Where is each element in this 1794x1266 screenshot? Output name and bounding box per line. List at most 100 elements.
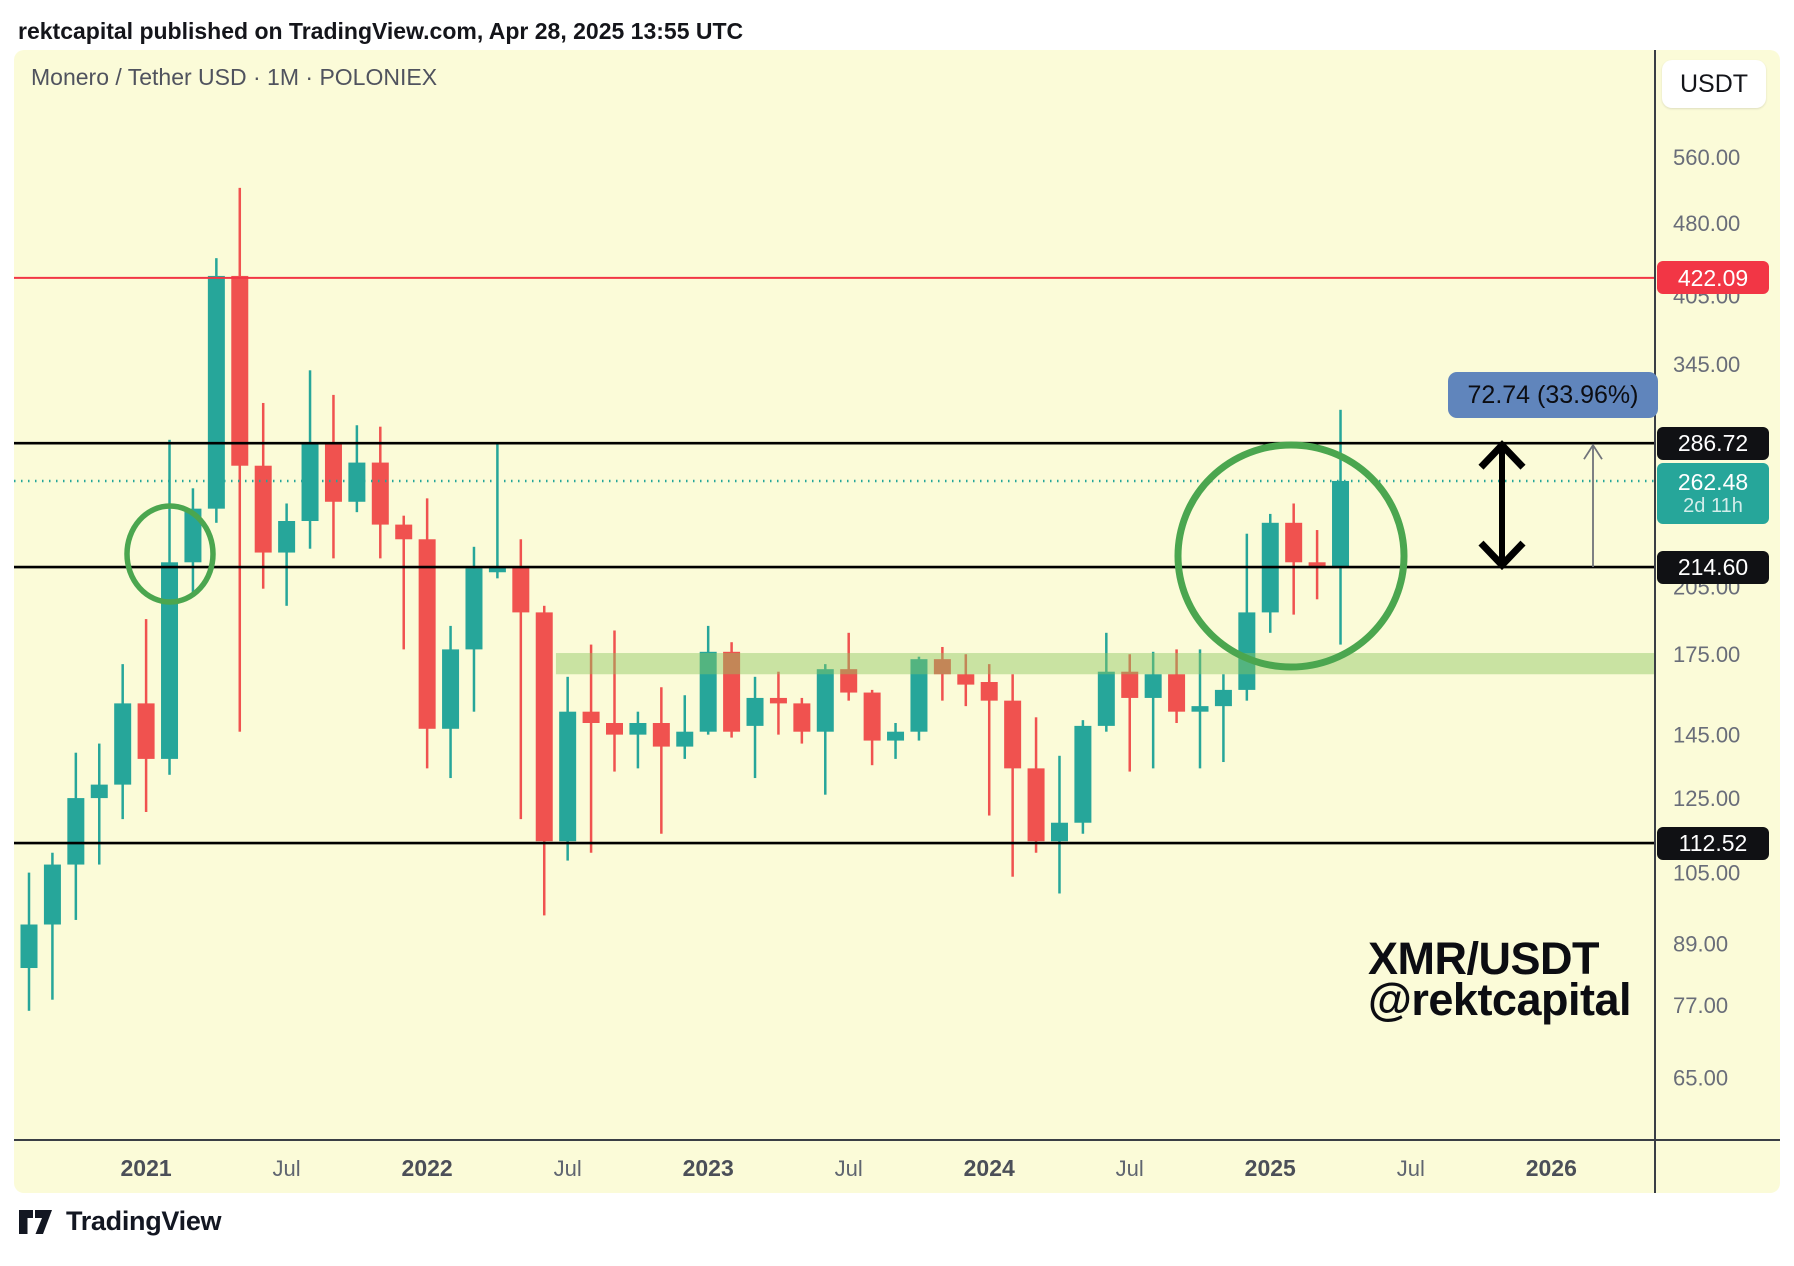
candle-wick-2022-11 [660, 687, 663, 834]
candle-body-2021-09 [324, 442, 342, 502]
candle-body-2024-11 [1214, 689, 1232, 707]
candle-body-2020-08 [20, 924, 38, 969]
candle-body-2023-08 [863, 692, 881, 741]
chart-card[interactable]: 560.00 480.00 405.00 345.00 205.00 175.00 145.… [14, 50, 1780, 1193]
candle-body-2023-04 [769, 697, 787, 704]
candle-wick-2022-08 [589, 644, 593, 853]
price-tick-560.00[interactable]: 560.00 [1673, 145, 1740, 170]
price-tick-77.00[interactable]: 77.00 [1673, 993, 1728, 1018]
tradingview-logo-icon [19, 1209, 52, 1234]
thin-arrowhead-up [1583, 443, 1603, 460]
price-badge-112.52: 112.52 [1657, 826, 1769, 860]
candle-body-2023-03 [746, 697, 764, 726]
time-tick-2024-41[interactable]: 2024 [964, 1155, 1015, 1181]
candle-body-2023-12 [957, 674, 975, 685]
left-entry-circle [124, 503, 216, 605]
candle-body-2023-06 [816, 669, 834, 732]
price-tick-125.00[interactable]: 125.00 [1673, 786, 1740, 811]
candle-wick-2020-09 [51, 852, 54, 1000]
candle-body-2022-03 [465, 568, 483, 650]
candle-body-2023-02 [723, 651, 741, 732]
watermark-symbol: XMR/USDT [1368, 933, 1600, 984]
candle-body-2024-09 [1168, 674, 1186, 712]
candle-body-2022-06 [535, 612, 553, 842]
candle-wick-2022-05 [519, 539, 523, 820]
measure-tool-label: 72.74 (33.96%) [1448, 372, 1658, 418]
candle-body-2023-07 [840, 669, 858, 693]
time-tick-2023-29[interactable]: 2023 [683, 1155, 734, 1181]
price-tick-89.00[interactable]: 89.00 [1673, 931, 1728, 956]
candle-body-2024-05 [1074, 725, 1092, 823]
candle-wick-2022-04 [496, 442, 499, 579]
candle-body-2021-01 [137, 703, 155, 759]
measure-arrowhead-down [1478, 540, 1526, 571]
candle-body-2022-11 [652, 723, 670, 747]
candle-body-2025-04 [1332, 480, 1350, 567]
candle-body-2022-01 [418, 539, 436, 729]
candle-body-2021-06 [254, 465, 272, 553]
candle-body-2023-11 [933, 659, 951, 675]
time-tick-Jul-23[interactable]: Jul [554, 1156, 582, 1181]
candle-wick-2024-08 [1151, 651, 1155, 769]
candle-body-2023-10 [910, 659, 928, 732]
candle-body-2025-03 [1308, 562, 1326, 567]
candle-wick-2021-12 [402, 515, 405, 650]
measure-arrowhead-up [1478, 440, 1526, 470]
candle-body-2023-09 [887, 731, 905, 741]
time-tick-2021-5[interactable]: 2021 [121, 1155, 172, 1181]
price-tick-65.00[interactable]: 65.00 [1673, 1066, 1728, 1091]
candle-wick-2024-11 [1222, 674, 1225, 763]
time-tick-Jul-47[interactable]: Jul [1116, 1156, 1144, 1181]
candle-wick-2021-07 [285, 503, 288, 606]
candle-body-2021-10 [348, 462, 366, 502]
candle-body-2022-05 [512, 566, 530, 613]
time-tick-2026-65[interactable]: 2026 [1526, 1155, 1577, 1181]
candle-body-2020-12 [114, 703, 132, 785]
right-breakout-circle [1174, 441, 1408, 671]
candle-wick-2022-12 [683, 695, 687, 759]
time-tick-Jul-11[interactable]: Jul [273, 1156, 301, 1181]
candle-wick-2023-03 [753, 676, 757, 779]
candle-wick-2022-10 [636, 711, 640, 769]
price-tick-105.00[interactable]: 105.00 [1673, 861, 1740, 886]
price-tick-480.00[interactable]: 480.00 [1673, 211, 1740, 236]
candle-body-2024-04 [1050, 822, 1068, 842]
watermark: XMR/USDT @rektcapital [1368, 933, 1632, 1025]
candle-body-2020-11 [90, 784, 108, 799]
candle-body-2025-02 [1285, 522, 1303, 563]
candlestick-plot[interactable]: 560.00480.00405.00345.00205.00175.00145.… [14, 50, 1780, 1193]
candle-body-2022-07 [559, 711, 577, 842]
time-tick-2025-53[interactable]: 2025 [1245, 1155, 1296, 1181]
price-badge-214.60: 214.60 [1657, 550, 1769, 584]
price-tick-175.00[interactable]: 175.00 [1673, 642, 1740, 667]
candle-body-2024-08 [1144, 674, 1162, 698]
candle-body-2024-06 [1097, 671, 1115, 726]
price-tick-145.00[interactable]: 145.00 [1673, 723, 1740, 748]
time-tick-Jul-35[interactable]: Jul [835, 1156, 863, 1181]
watermark-handle: @rektcapital [1368, 974, 1632, 1025]
candle-body-2022-04 [488, 566, 506, 573]
candle-body-2022-09 [606, 723, 623, 735]
candle-body-2022-02 [442, 649, 460, 729]
price-tick-345.00[interactable]: 345.00 [1673, 352, 1740, 377]
candle-body-2021-04 [207, 275, 225, 509]
price-badge-422.09: 422.09 [1657, 261, 1769, 295]
support-zone-band [555, 653, 1656, 675]
price-badge-262.48: 262.48 2d 11h [1657, 462, 1769, 524]
candle-body-2024-01 [980, 682, 998, 701]
price-scale-currency-chip: USDT [1662, 60, 1766, 108]
candle-wick-2020-11 [98, 743, 101, 865]
candle-wick-2023-09 [894, 723, 897, 759]
candle-body-2020-10 [67, 798, 85, 865]
time-tick-Jul-59[interactable]: Jul [1397, 1156, 1425, 1181]
candle-body-2024-07 [1121, 671, 1139, 698]
candle-body-2021-07 [278, 521, 296, 553]
candle-wick-2022-09 [613, 630, 616, 772]
time-tick-2022-17[interactable]: 2022 [402, 1155, 453, 1181]
candle-body-2021-05 [231, 275, 249, 466]
candle-wick-2023-07 [847, 632, 850, 701]
candle-body-2021-12 [395, 524, 413, 540]
candle-body-2024-12 [1238, 612, 1256, 690]
candle-body-2022-10 [629, 723, 647, 735]
published-attribution-line: rektcapital published on TradingView.com… [18, 18, 744, 44]
